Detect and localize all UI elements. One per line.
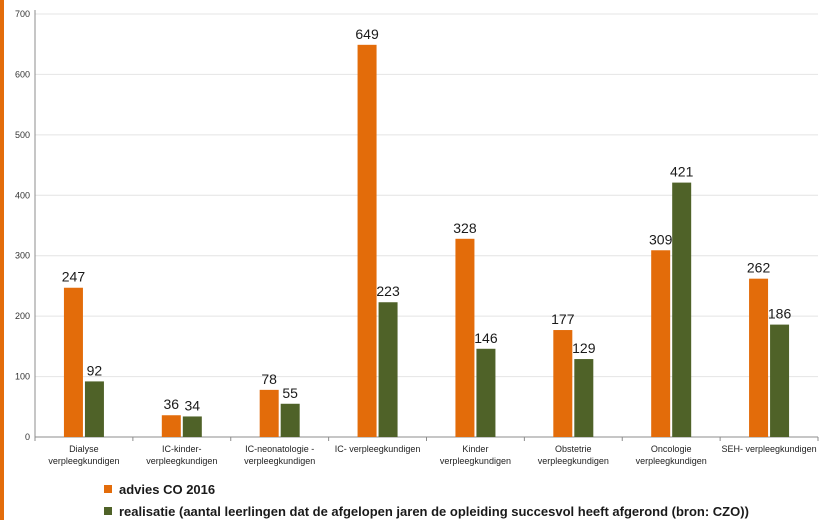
bar-realisatie [574, 359, 594, 437]
y-tick-label: 500 [15, 130, 30, 140]
bar-realisatie [378, 302, 398, 437]
data-label: 649 [355, 26, 379, 42]
x-category-label: verpleegkundigen [440, 456, 511, 466]
bar-advies [749, 278, 769, 437]
y-tick-label: 300 [15, 251, 30, 261]
x-category-label: verpleegkundigen [146, 456, 217, 466]
data-label: 78 [261, 371, 277, 387]
x-category-label: IC-neonatologie - [245, 444, 314, 454]
legend-label-advies: advies CO 2016 [119, 481, 216, 497]
bar-realisatie [770, 324, 790, 437]
data-label: 34 [185, 397, 201, 413]
y-tick-label: 0 [25, 432, 30, 442]
data-label: 177 [551, 311, 575, 327]
legend-swatch-realisatie [104, 507, 112, 515]
y-tick-label: 600 [15, 69, 30, 79]
y-tick-label: 100 [15, 372, 30, 382]
x-category-label: Obstetrie [555, 444, 592, 454]
data-label: 328 [453, 220, 477, 236]
data-label: 129 [572, 340, 596, 356]
bar-realisatie [476, 348, 496, 437]
x-category-label: Kinder [462, 444, 488, 454]
data-label: 247 [62, 269, 86, 285]
x-category-label: verpleegkundigen [244, 456, 315, 466]
data-label: 262 [747, 260, 771, 276]
bar-advies [455, 238, 475, 437]
data-label: 421 [670, 164, 694, 180]
bar-realisatie [182, 416, 202, 437]
data-label: 186 [768, 306, 792, 322]
x-category-label: SEH- verpleegkundigen [722, 444, 817, 454]
y-tick-label: 200 [15, 311, 30, 321]
bar-realisatie [672, 182, 692, 437]
y-tick-label: 700 [15, 9, 30, 19]
y-tick-label: 400 [15, 190, 30, 200]
bar-advies [651, 250, 671, 437]
bar-advies [161, 415, 181, 437]
legend: advies CO 2016 realisatie (aantal leerli… [104, 478, 749, 522]
x-category-label: verpleegkundigen [538, 456, 609, 466]
bar-realisatie [280, 403, 300, 437]
legend-label-realisatie: realisatie (aantal leerlingen dat de afg… [119, 503, 749, 519]
data-label: 309 [649, 231, 673, 247]
bar-advies [259, 389, 279, 437]
x-category-label: IC- verpleegkundigen [335, 444, 421, 454]
bar-advies [357, 44, 377, 437]
x-category-label: verpleegkundigen [636, 456, 707, 466]
bar-chart: 0 100 200 300 400 500 600 700 247 92 Dialyse verple… [15, 9, 819, 466]
accent-stripe [0, 0, 4, 520]
legend-item-realisatie: realisatie (aantal leerlingen dat de afg… [104, 500, 749, 522]
x-category-label: Oncologie [651, 444, 692, 454]
bar-advies [63, 287, 83, 437]
data-label: 146 [474, 330, 498, 346]
bar-realisatie [84, 381, 104, 437]
x-category-label: verpleegkundigen [48, 456, 119, 466]
legend-swatch-advies [104, 485, 112, 493]
bar-advies [553, 330, 573, 437]
x-category-label: IC-kinder- [162, 444, 202, 454]
data-label: 92 [87, 362, 103, 378]
data-label: 223 [376, 283, 400, 299]
x-category-label: Dialyse [69, 444, 99, 454]
legend-item-advies: advies CO 2016 [104, 478, 749, 500]
data-label: 36 [164, 396, 180, 412]
data-label: 55 [282, 385, 298, 401]
